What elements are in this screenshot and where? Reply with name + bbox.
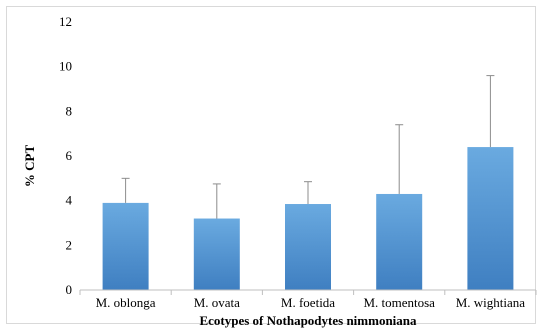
bar <box>102 202 149 290</box>
bar <box>376 193 423 290</box>
bar <box>193 218 240 290</box>
y-tick-label: 6 <box>66 148 73 163</box>
bars <box>102 147 514 290</box>
y-axis-title: % CPT <box>22 145 37 188</box>
x-tick-label: M. tomentosa <box>363 295 435 310</box>
bar <box>467 147 514 290</box>
x-tick-label: M. ovata <box>194 295 240 310</box>
y-tick-label: 12 <box>59 14 72 29</box>
x-tick-label: M. wightiana <box>456 295 526 310</box>
bar <box>285 204 331 290</box>
y-tick-label: 8 <box>66 103 73 118</box>
chart-area <box>6 6 536 324</box>
x-tick-label: M. foetida <box>281 295 335 310</box>
y-tick-label: 10 <box>59 59 72 74</box>
y-axis: 0 2 4 6 8 10 12 <box>59 14 73 297</box>
y-tick-label: 4 <box>66 193 73 208</box>
error-bars <box>121 75 495 219</box>
y-tick-label: 0 <box>66 282 73 297</box>
x-tick-label: M. oblonga <box>96 295 156 310</box>
x-axis: M. oblonga M. ovata M. foetida M. tomentosa… <box>79 289 537 310</box>
y-tick-label: 2 <box>66 237 73 252</box>
x-axis-title: Ecotypes of Nothapodytes nimmoniana <box>199 313 417 328</box>
